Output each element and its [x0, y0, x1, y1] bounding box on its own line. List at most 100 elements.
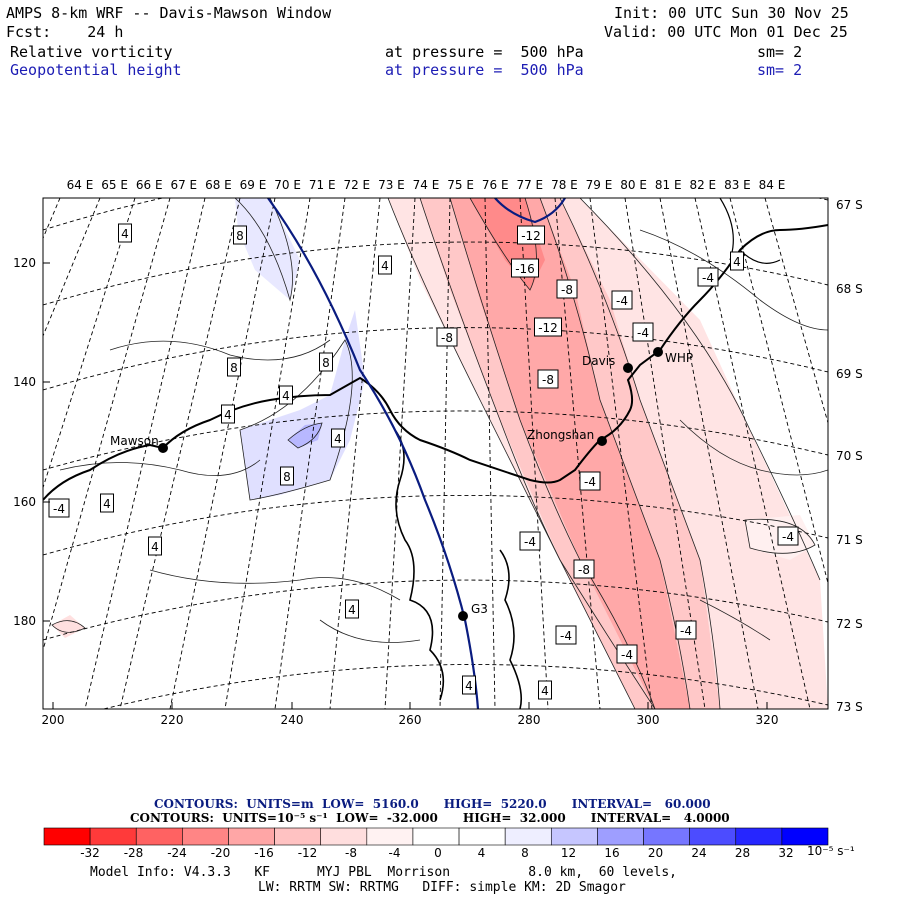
x-axis-label: 240 — [281, 713, 304, 727]
y-axis-label: 140 — [13, 375, 36, 389]
contour-label: -12 — [517, 225, 545, 245]
colorbar-unit: 10⁻⁵ s⁻¹ — [807, 844, 855, 858]
contour-label: -8 — [556, 279, 578, 299]
neg-vorticity-12 — [450, 198, 690, 709]
init-time: Init: 00 UTC Sun 30 Nov 25 — [614, 4, 849, 22]
map-title: AMPS 8-km WRF -- Davis-Mawson Window — [6, 4, 332, 22]
longitude-label: 82 E — [689, 178, 716, 192]
svg-text:4: 4 — [733, 255, 741, 269]
svg-text:8: 8 — [283, 470, 291, 484]
contour-label: -4 — [555, 625, 577, 645]
contour-label: -4 — [697, 267, 719, 287]
longitude-label: 74 E — [413, 178, 440, 192]
longitude-label: 78 E — [551, 178, 578, 192]
longitude-label: 72 E — [343, 178, 370, 192]
contour-label: -4 — [611, 290, 633, 310]
pos-vorticity-8b — [240, 310, 365, 500]
contour-label: 4 — [331, 428, 345, 448]
colorbar-swatch — [182, 827, 229, 846]
y-axis-labels: 120 140 160 180 — [13, 256, 50, 628]
colorbar-swatch — [504, 827, 552, 846]
colorbar-swatch — [597, 827, 644, 846]
colorbar — [43, 827, 829, 846]
latitude-label: 69 S — [836, 367, 863, 381]
contour-label: 4 — [538, 680, 552, 700]
svg-text:8: 8 — [236, 229, 244, 243]
colorbar-swatch — [735, 827, 783, 846]
x-axis-labels: 200 220 240 260 280 300 320 — [42, 702, 778, 727]
height-contour-5160 — [267, 198, 480, 709]
x-axis-label: 200 — [42, 713, 65, 727]
svg-text:4: 4 — [381, 259, 389, 273]
station-whp-marker — [653, 347, 663, 357]
model-info: Model Info: V4.3.3 KF MYJ PBL Morrison 8… — [90, 865, 677, 880]
svg-text:-8: -8 — [441, 331, 453, 345]
longitude-label: 84 E — [759, 178, 786, 192]
colorbar-tick: 8 — [521, 846, 529, 860]
contour-label: 8 — [227, 357, 241, 377]
forecast-hour: Fcst: 24 h — [6, 23, 124, 41]
longitude-label: 83 E — [724, 178, 751, 192]
svg-text:8: 8 — [230, 361, 238, 375]
colorbar-tick: 32 — [778, 846, 793, 860]
colorbar-swatch — [643, 827, 690, 846]
longitude-label: 64 E — [67, 178, 94, 192]
colorbar-tick: 4 — [478, 846, 486, 860]
contour-label: -8 — [436, 327, 458, 347]
colorbar-tick: -12 — [298, 846, 318, 860]
longitude-label: 65 E — [101, 178, 128, 192]
contour-label: -8 — [537, 369, 559, 389]
colorbar-swatch — [320, 827, 368, 846]
latitude-label: 72 S — [836, 617, 863, 631]
svg-text:4: 4 — [121, 227, 129, 241]
colorbar-tick: -32 — [80, 846, 100, 860]
contour-label: -16 — [511, 258, 539, 278]
longitude-label: 75 E — [447, 178, 474, 192]
station-mawson-marker — [158, 443, 168, 453]
contour-label: -4 — [777, 526, 799, 546]
svg-text:4: 4 — [465, 679, 473, 693]
svg-text:-12: -12 — [538, 321, 558, 335]
svg-text:-16: -16 — [515, 262, 535, 276]
station-g3-marker — [458, 611, 468, 621]
station-davis-marker — [623, 363, 633, 373]
contour-label: 4 — [462, 675, 476, 695]
contour-label: 4 — [118, 223, 132, 243]
colorbar-swatch — [43, 827, 91, 846]
contour-label: -4 — [616, 644, 638, 664]
svg-text:4: 4 — [541, 684, 549, 698]
svg-text:-8: -8 — [542, 373, 554, 387]
contour-label: 4 — [345, 599, 359, 619]
colorbar-swatch — [274, 827, 322, 846]
longitude-label: 68 E — [205, 178, 232, 192]
latitude-labels: 67 S 68 S 69 S 70 S 71 S 72 S 73 S — [836, 198, 863, 714]
colorbar-tick: 0 — [434, 846, 442, 860]
svg-text:-8: -8 — [578, 563, 590, 577]
longitude-label: 70 E — [274, 178, 301, 192]
colorbar-swatch — [550, 827, 598, 846]
contour-label: -4 — [675, 620, 697, 640]
colorbar-tick: 12 — [561, 846, 576, 860]
contour-label: 4 — [279, 385, 293, 405]
svg-text:4: 4 — [282, 389, 290, 403]
plot-frame — [42, 197, 829, 710]
longitude-label: 66 E — [136, 178, 163, 192]
longitude-label: 80 E — [620, 178, 647, 192]
longitude-label: 69 E — [240, 178, 267, 192]
colorbar-swatch — [781, 827, 829, 846]
station-g3-label: G3 — [471, 602, 488, 616]
colorbar-tick-labels: -32 -28 -24 -20 -16 -12 -8 -4 0 4 8 12 16 20 24 28 32 — [80, 846, 793, 860]
contour-label: 4 — [100, 493, 114, 513]
station-mawson-label: Mawson — [110, 434, 159, 448]
contour-labels: 4 8 4 8 8 4 4 4 8 4 -4 4 4 4 -8 -12 -16 -8 -4 -12 -4 -8 -4 -4 -8… — [48, 223, 799, 700]
contour-label: -8 — [573, 559, 595, 579]
latitude-label: 67 S — [836, 198, 863, 212]
contour-label: -4 — [519, 531, 541, 551]
svg-text:4: 4 — [224, 408, 232, 422]
colorbar-swatch — [366, 827, 414, 846]
field1-name: Relative vorticity — [10, 43, 173, 61]
colorbar-swatch — [458, 827, 506, 846]
colorbar-tick: -24 — [167, 846, 187, 860]
y-axis-label: 180 — [13, 614, 36, 628]
